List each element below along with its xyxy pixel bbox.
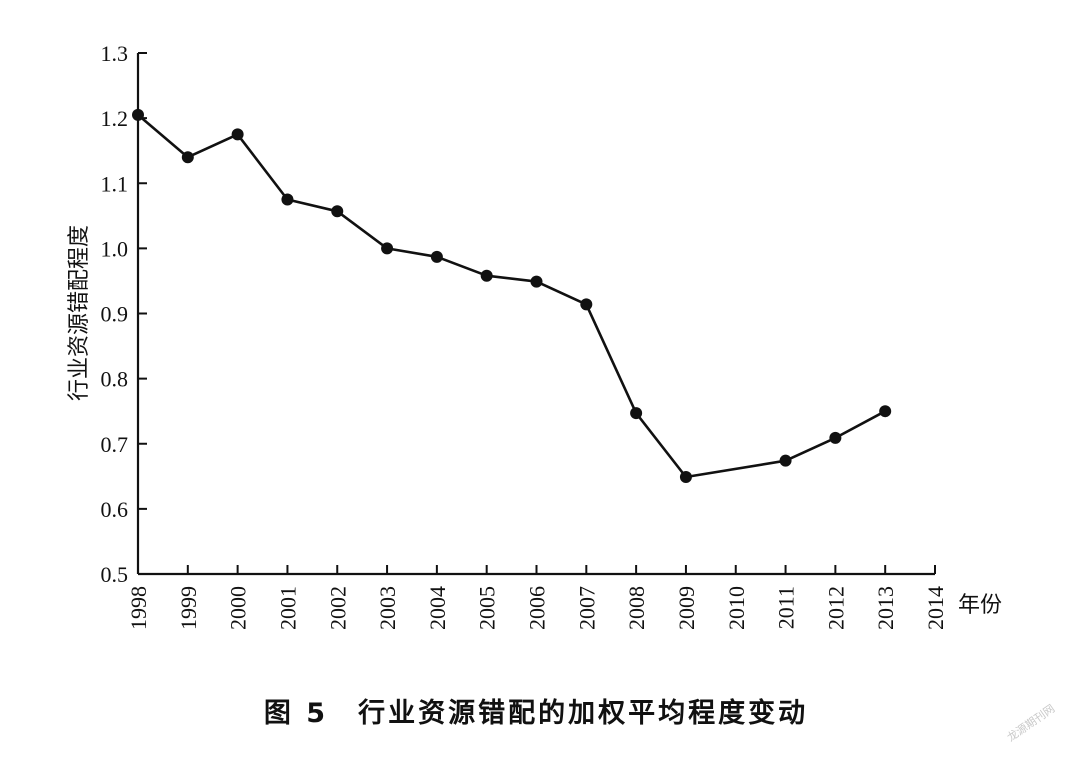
y-tick-label: 0.6 xyxy=(101,497,129,522)
y-tick-label: 0.7 xyxy=(101,432,129,457)
data-point xyxy=(181,151,194,164)
y-axis-title: 行业资源错配程度 xyxy=(67,225,92,401)
data-point xyxy=(381,242,394,255)
x-tick-label: 2007 xyxy=(574,586,599,630)
y-tick-label: 0.9 xyxy=(101,302,129,327)
x-tick-label: 2012 xyxy=(823,586,848,630)
y-tick-label: 0.8 xyxy=(101,367,129,392)
x-tick-label: 2003 xyxy=(375,586,400,630)
y-tick-label: 1.3 xyxy=(101,41,129,66)
data-point xyxy=(480,269,493,282)
x-axis-ticks: 1998 1999 2000 2001 2002 2003 2004 2005 2006 2007… xyxy=(126,565,948,630)
y-tick-label: 0.5 xyxy=(101,562,129,587)
y-tick-label: 1.0 xyxy=(101,236,129,261)
x-tick-label: 2011 xyxy=(774,586,799,629)
x-tick-label: 2009 xyxy=(674,586,699,630)
x-tick-label: 2010 xyxy=(724,586,749,630)
x-tick-label: 1998 xyxy=(126,586,151,630)
data-point xyxy=(530,275,543,288)
y-tick-label: 1.1 xyxy=(101,171,129,196)
x-tick-label: 2002 xyxy=(325,586,350,630)
series-line xyxy=(137,113,886,479)
y-tick-label: 1.2 xyxy=(101,106,129,131)
x-tick-label: 2014 xyxy=(923,586,948,630)
data-point xyxy=(430,250,443,263)
x-tick-label: 2008 xyxy=(624,586,649,630)
data-point xyxy=(231,128,244,141)
x-tick-label: 2006 xyxy=(525,586,550,630)
x-axis-title: 年份 xyxy=(958,593,1002,618)
data-point xyxy=(580,298,593,311)
data-point xyxy=(829,431,842,444)
data-point xyxy=(779,454,792,467)
data-point xyxy=(281,193,294,206)
x-tick-label: 1999 xyxy=(176,586,201,630)
x-tick-label: 2005 xyxy=(475,586,500,630)
data-point xyxy=(879,405,892,418)
x-tick-label: 2004 xyxy=(425,586,450,630)
data-point xyxy=(331,205,344,218)
x-tick-label: 2013 xyxy=(873,586,898,630)
data-point xyxy=(630,407,643,420)
data-point xyxy=(132,108,144,121)
x-tick-label: 2001 xyxy=(275,586,300,630)
data-point xyxy=(679,470,692,483)
x-tick-label: 2000 xyxy=(226,586,251,630)
data-series xyxy=(132,108,892,483)
figure-caption: 图 5 行业资源错配的加权平均程度变动 xyxy=(264,697,808,729)
watermark: 龙源期刊网 xyxy=(1004,701,1057,744)
y-axis-ticks: 0.5 0.6 0.7 0.8 0.9 1.0 1.1 1.2 1.3 xyxy=(101,41,147,587)
